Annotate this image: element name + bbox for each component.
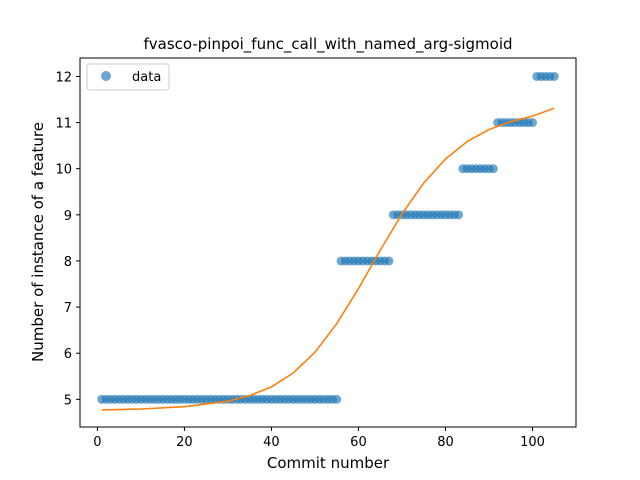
chart-title: fvasco-pinpoi_func_call_with_named_arg-s… — [143, 35, 512, 54]
y-tick-label: 10 — [55, 163, 72, 178]
y-tick-label: 7 — [64, 301, 72, 316]
data-point — [527, 118, 537, 128]
y-axis-ticks: 5 6 7 8 9 10 11 12 — [55, 70, 80, 408]
x-tick-label: 100 — [520, 435, 545, 450]
x-axis-label: Commit number — [267, 454, 390, 472]
legend-label: data — [132, 70, 161, 85]
y-tick-label: 9 — [64, 209, 72, 224]
x-tick-label: 0 — [93, 435, 101, 450]
data-point — [384, 256, 394, 266]
y-tick-label: 12 — [55, 70, 72, 85]
data-point — [549, 71, 559, 81]
axes-frame — [79, 57, 577, 428]
y-axis-label: Number of instance of a feature — [29, 122, 47, 362]
y-tick-label: 6 — [64, 347, 72, 362]
plot-marks — [97, 71, 559, 411]
legend: data — [86, 63, 170, 91]
data-point — [332, 394, 342, 404]
x-tick-label: 80 — [437, 435, 454, 450]
x-tick-label: 60 — [350, 435, 367, 450]
y-tick-label: 8 — [64, 255, 72, 270]
y-tick-label: 5 — [64, 393, 72, 408]
legend-box — [86, 63, 170, 91]
x-axis-ticks: 0 20 40 60 80 100 — [93, 427, 545, 450]
data-point — [488, 164, 498, 174]
y-tick-label: 11 — [55, 117, 72, 132]
legend-marker — [101, 71, 111, 81]
fit-line — [101, 107, 555, 411]
x-tick-label: 40 — [263, 435, 280, 450]
x-tick-label: 20 — [176, 435, 193, 450]
data-point — [454, 210, 464, 220]
